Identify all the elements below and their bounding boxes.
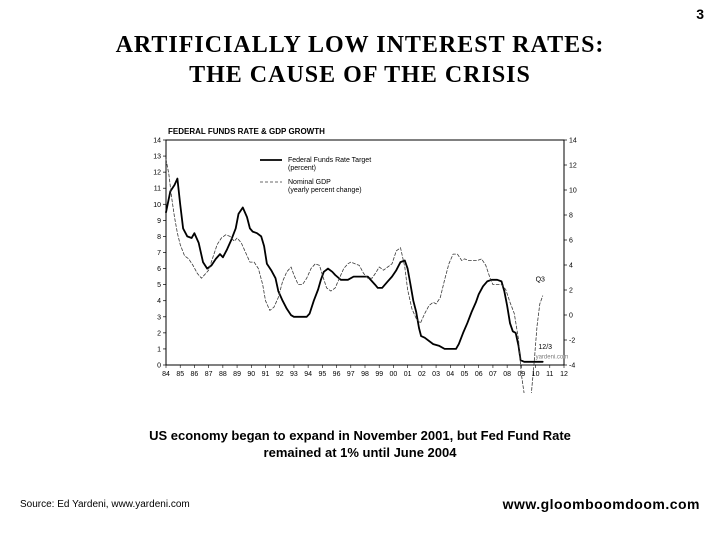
svg-text:87: 87: [205, 371, 213, 378]
svg-text:-4: -4: [569, 363, 575, 370]
slide-title: ARTIFICIALLY LOW INTEREST RATES: THE CAU…: [0, 30, 720, 90]
svg-text:6: 6: [569, 238, 573, 245]
svg-text:yardeni.com: yardeni.com: [536, 355, 569, 361]
svg-text:01: 01: [404, 371, 412, 378]
svg-text:10: 10: [153, 202, 161, 209]
svg-text:Q3: Q3: [536, 276, 545, 283]
svg-text:8: 8: [157, 234, 161, 241]
slide: 3 ARTIFICIALLY LOW INTEREST RATES: THE C…: [0, 0, 720, 540]
svg-text:2: 2: [157, 330, 161, 337]
svg-text:11: 11: [154, 186, 161, 193]
svg-text:2: 2: [569, 288, 573, 295]
svg-text:00: 00: [390, 371, 398, 378]
svg-text:93: 93: [290, 371, 298, 378]
svg-text:11: 11: [546, 371, 553, 378]
svg-text:84: 84: [162, 371, 170, 378]
svg-text:07: 07: [489, 371, 497, 378]
svg-text:85: 85: [176, 371, 184, 378]
svg-text:7: 7: [157, 250, 161, 257]
chart-svg: FEDERAL FUNDS RATE & GDP GROWTH012345678…: [130, 118, 600, 393]
svg-text:4: 4: [569, 263, 573, 270]
svg-text:99: 99: [375, 371, 383, 378]
svg-text:05: 05: [461, 371, 469, 378]
rates-gdp-chart: FEDERAL FUNDS RATE & GDP GROWTH012345678…: [130, 118, 600, 393]
svg-text:14: 14: [569, 138, 577, 145]
svg-text:1: 1: [157, 346, 161, 353]
slide-caption: US economy began to expand in November 2…: [0, 428, 720, 462]
svg-text:95: 95: [318, 371, 326, 378]
svg-text:08: 08: [503, 371, 511, 378]
svg-text:12/3: 12/3: [538, 344, 552, 351]
svg-text:(percent): (percent): [288, 165, 316, 172]
footer-url: www.gloomboomdoom.com: [503, 496, 700, 512]
svg-text:5: 5: [157, 282, 161, 289]
svg-text:92: 92: [276, 371, 284, 378]
svg-text:8: 8: [569, 213, 573, 220]
svg-text:03: 03: [432, 371, 440, 378]
svg-text:14: 14: [153, 138, 161, 145]
svg-text:0: 0: [157, 363, 161, 370]
svg-text:FEDERAL FUNDS RATE & GDP GROWT: FEDERAL FUNDS RATE & GDP GROWTH: [168, 127, 325, 136]
svg-text:04: 04: [446, 371, 454, 378]
svg-text:12: 12: [153, 170, 161, 177]
svg-text:12: 12: [569, 163, 577, 170]
svg-text:4: 4: [157, 298, 161, 305]
svg-text:3: 3: [157, 314, 161, 321]
svg-text:0: 0: [569, 313, 573, 320]
svg-text:10: 10: [569, 188, 577, 195]
svg-text:02: 02: [418, 371, 426, 378]
svg-text:9: 9: [157, 218, 161, 225]
svg-text:13: 13: [153, 154, 161, 161]
svg-text:Federal Funds Rate Target: Federal Funds Rate Target: [288, 157, 371, 164]
svg-text:12: 12: [560, 371, 568, 378]
svg-text:06: 06: [475, 371, 483, 378]
svg-text:94: 94: [304, 371, 312, 378]
svg-text:86: 86: [191, 371, 199, 378]
svg-text:98: 98: [361, 371, 369, 378]
svg-text:91: 91: [262, 371, 270, 378]
svg-text:97: 97: [347, 371, 355, 378]
svg-text:(yearly percent change): (yearly percent change): [288, 187, 362, 194]
svg-text:88: 88: [219, 371, 227, 378]
svg-text:Nominal GDP: Nominal GDP: [288, 179, 331, 186]
svg-text:89: 89: [233, 371, 241, 378]
svg-text:96: 96: [333, 371, 341, 378]
svg-text:6: 6: [157, 266, 161, 273]
svg-text:90: 90: [247, 371, 255, 378]
page-number: 3: [696, 6, 704, 22]
svg-text:-2: -2: [569, 338, 575, 345]
source-label: Source: Ed Yardeni, www.yardeni.com: [20, 499, 190, 510]
